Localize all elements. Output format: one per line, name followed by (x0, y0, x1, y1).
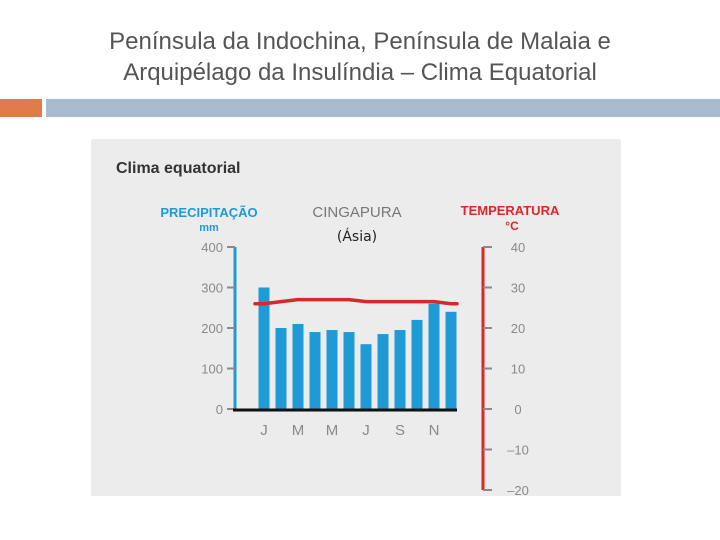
precipitation-axis-unit: mm (199, 222, 219, 234)
slide-title-line-1: Península da Indochina, Península de Mal… (109, 28, 611, 55)
accent-bar-blue (46, 99, 720, 117)
temperature-tick-label: 0 (514, 402, 521, 417)
precipitation-bar (275, 328, 287, 409)
climate-chart: Clima equatorial PRECIPITAÇÃO mm CINGAPU… (116, 160, 560, 496)
accent-bar-orange (0, 99, 42, 117)
temperature-line (253, 297, 459, 306)
chart-title: Clima equatorial (116, 160, 240, 177)
month-tick-label: J (260, 422, 268, 439)
slide-title: Península da Indochina, Península de Mal… (0, 26, 720, 88)
precipitation-tick-label: 100 (201, 362, 223, 377)
precipitation-bar (360, 344, 372, 409)
temperature-tick-label: 20 (511, 321, 525, 336)
temperature-tick-label: 40 (511, 240, 525, 255)
temperature-axis-unit: °C (505, 219, 519, 233)
month-tick-label: J (362, 422, 370, 439)
precipitation-bar (326, 330, 338, 409)
precipitation-bar (411, 319, 423, 409)
temperature-tick-label: –20 (507, 483, 529, 496)
precipitation-bar (309, 332, 321, 409)
precipitation-bar (445, 311, 457, 409)
precipitation-bar (343, 332, 355, 409)
precipitation-tick-label: 0 (216, 402, 223, 417)
region-label: (Ásia) (337, 228, 377, 245)
temperature-tick-label: –10 (507, 443, 529, 458)
precipitation-bar (377, 334, 389, 409)
precipitation-tick-label: 400 (201, 240, 223, 255)
temperature-line-group (253, 297, 459, 306)
month-tick-label: S (395, 422, 405, 439)
temperature-tick-label: 10 (511, 362, 525, 377)
precipitation-tick-label: 300 (201, 281, 223, 296)
precipitation-tick-label: 200 (201, 321, 223, 336)
precipitation-axis: 0 100 200 300 400 (201, 240, 237, 417)
month-tick-label: M (326, 422, 339, 439)
location-label: CINGAPURA (312, 204, 401, 221)
precipitation-bar (292, 323, 304, 409)
precipitation-bar (394, 330, 406, 409)
temperature-tick-label: 30 (511, 281, 525, 296)
climate-chart-panel: Clima equatorial PRECIPITAÇÃO mm CINGAPU… (91, 139, 621, 496)
precipitation-bar (428, 303, 440, 409)
month-tick-label: N (429, 422, 440, 439)
precipitation-bars (258, 287, 457, 409)
temperature-axis: –20 –10 0 10 20 30 40 (481, 240, 529, 496)
precipitation-bar (258, 287, 270, 409)
temperature-axis-label: TEMPERATURA (461, 203, 560, 218)
slide-title-line-2: Arquipélago da Insulíndia – Clima Equato… (123, 59, 597, 86)
precipitation-axis-label: PRECIPITAÇÃO (160, 205, 257, 220)
month-tick-label: M (292, 422, 305, 439)
